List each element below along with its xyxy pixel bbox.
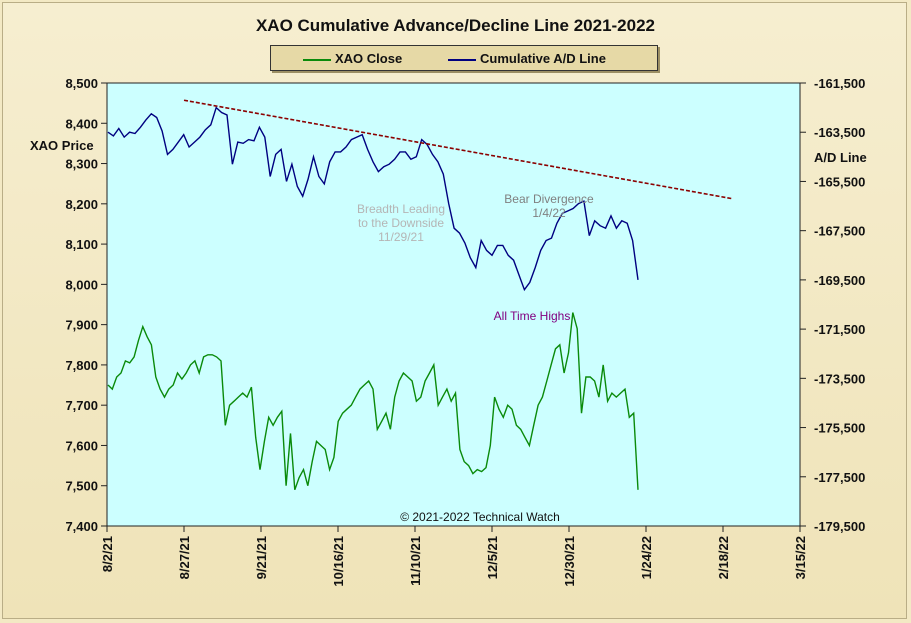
right-tick-label: -161,500 bbox=[814, 76, 865, 91]
x-tick-label: 9/21/21 bbox=[254, 536, 269, 579]
legend-entry-ad-line: Cumulative A/D Line bbox=[448, 51, 606, 66]
x-tick-label: 8/27/21 bbox=[177, 536, 192, 579]
right-tick-label: -177,500 bbox=[814, 470, 865, 485]
left-tick-label: 7,600 bbox=[65, 438, 98, 453]
left-tick-label: 8,500 bbox=[65, 76, 98, 91]
left-tick-label: 7,800 bbox=[65, 358, 98, 373]
right-tick-label: -173,500 bbox=[814, 371, 865, 386]
right-tick-label: -171,500 bbox=[814, 322, 865, 337]
left-axis-ticks: 8,500 8,400 8,300 8,200 8,100 8,000 7,900 7,800… bbox=[65, 76, 107, 534]
annotation-text: 11/29/21 bbox=[378, 230, 424, 244]
right-tick-label: -175,500 bbox=[814, 421, 865, 436]
x-tick-label: 12/5/21 bbox=[485, 536, 500, 579]
plot-area bbox=[106, 82, 801, 527]
left-tick-label: 7,700 bbox=[65, 398, 98, 413]
legend-entry-xao-close: XAO Close bbox=[303, 51, 402, 66]
legend-label-ad-line: Cumulative A/D Line bbox=[480, 51, 606, 66]
x-tick-label: 3/15/22 bbox=[793, 536, 808, 579]
right-tick-label: -163,500 bbox=[814, 125, 865, 140]
left-tick-label: 7,900 bbox=[65, 318, 98, 333]
left-tick-label: 8,000 bbox=[65, 277, 98, 292]
annotation-text: Breadth Leading bbox=[357, 202, 445, 216]
x-tick-label: 1/24/22 bbox=[639, 536, 654, 579]
left-tick-label: 8,100 bbox=[65, 237, 98, 252]
annotation-text: All Time Highs bbox=[494, 309, 571, 323]
x-tick-label: 2/18/22 bbox=[716, 536, 731, 579]
left-tick-label: 8,400 bbox=[65, 116, 98, 131]
trend-line bbox=[183, 99, 733, 200]
x-tick-label: 12/30/21 bbox=[562, 536, 577, 587]
annotation-text: 1/4/22 bbox=[532, 206, 566, 220]
chart-legend: XAO Close Cumulative A/D Line bbox=[270, 45, 658, 71]
right-tick-label: -165,500 bbox=[814, 174, 865, 189]
left-tick-label: 7,500 bbox=[65, 479, 98, 494]
left-tick-label: 7,400 bbox=[65, 519, 98, 534]
legend-swatch-xao-close bbox=[303, 58, 331, 61]
right-axis-ticks: -161,500 -163,500 -165,500 -167,500 -169,500… bbox=[800, 76, 865, 534]
annotation-text: Bear Divergence bbox=[504, 192, 594, 206]
copyright-text: © 2021-2022 Technical Watch bbox=[400, 510, 560, 524]
legend-swatch-ad-line bbox=[448, 58, 476, 61]
left-axis-label: XAO Price bbox=[30, 138, 94, 153]
annotation-text: to the Downside bbox=[358, 216, 444, 230]
right-tick-label: -179,500 bbox=[814, 519, 865, 534]
right-tick-label: -167,500 bbox=[814, 224, 865, 239]
series-line-xao-close bbox=[107, 312, 639, 491]
chart-title: XAO Cumulative Advance/Decline Line 2021… bbox=[255, 16, 656, 35]
right-tick-label: -169,500 bbox=[814, 273, 865, 288]
series-lines bbox=[107, 99, 733, 491]
series-line-ad-line bbox=[107, 106, 639, 292]
x-axis-ticks: 8/2/21 8/27/21 9/21/21 10/16/21 11/10/21 12/5… bbox=[100, 526, 808, 587]
left-tick-label: 8,200 bbox=[65, 197, 98, 212]
x-tick-label: 10/16/21 bbox=[331, 536, 346, 587]
left-tick-label: 8,300 bbox=[65, 157, 98, 172]
legend-label-xao-close: XAO Close bbox=[335, 51, 403, 66]
x-tick-label: 11/10/21 bbox=[408, 536, 423, 586]
x-tick-label: 8/2/21 bbox=[100, 536, 115, 572]
right-axis-label: A/D Line bbox=[814, 150, 867, 165]
